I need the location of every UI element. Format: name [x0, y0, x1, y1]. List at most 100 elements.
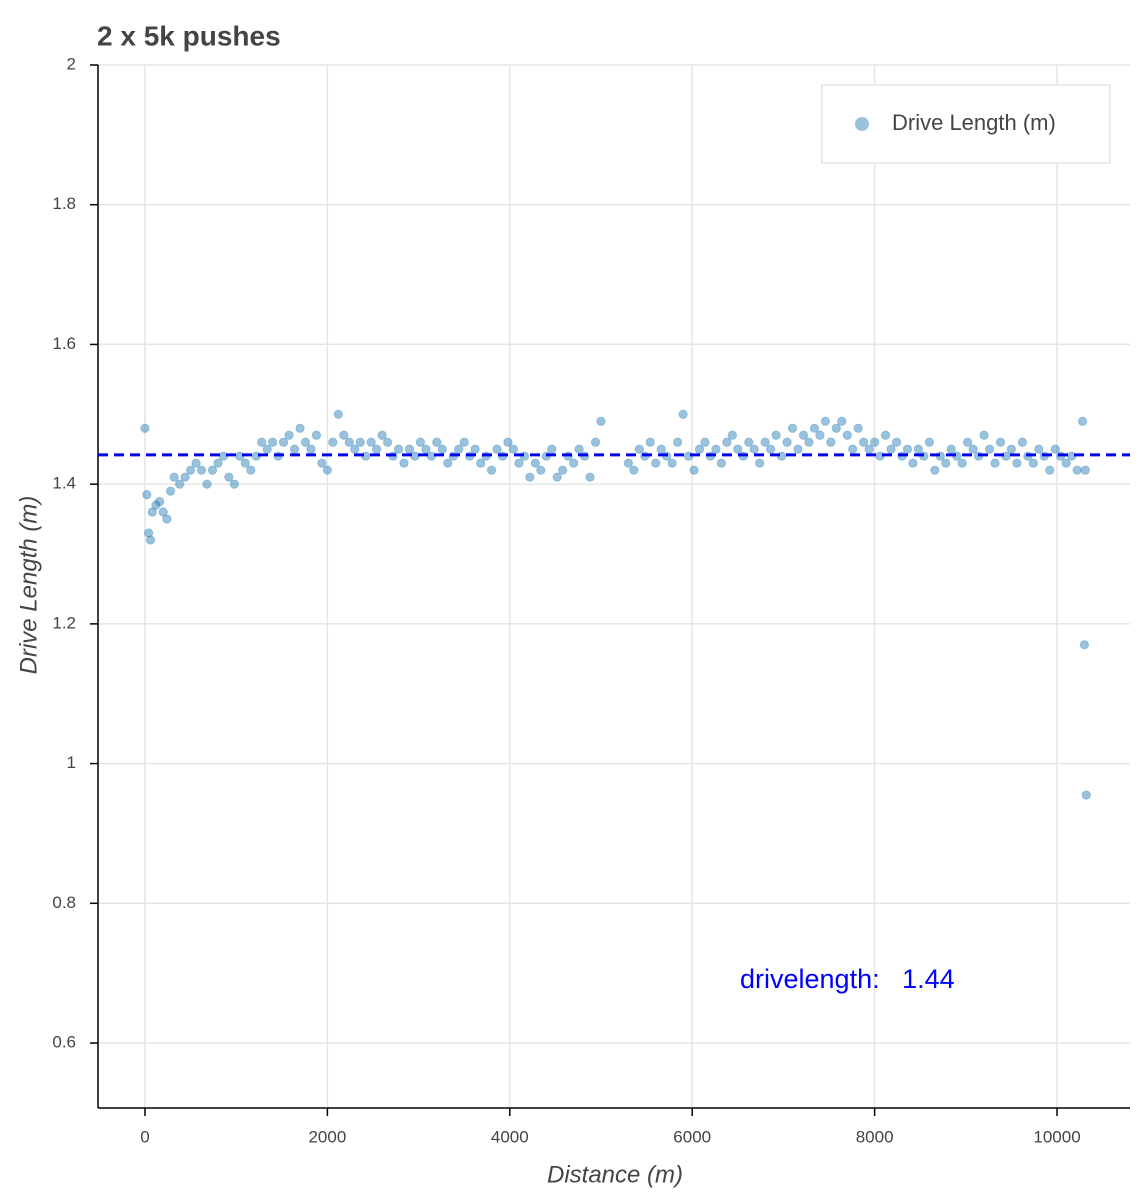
- point: [782, 437, 792, 447]
- point: [1006, 444, 1017, 454]
- point: [787, 423, 798, 433]
- point: [240, 458, 250, 468]
- point: [968, 444, 978, 454]
- point: [169, 472, 179, 482]
- y-tick-label: 1.4: [52, 474, 76, 493]
- point: [946, 444, 956, 454]
- point: [278, 437, 289, 447]
- point: [147, 507, 157, 517]
- point: [1077, 416, 1088, 426]
- point: [585, 472, 595, 482]
- point: [257, 437, 267, 447]
- point: [924, 437, 935, 447]
- point: [771, 430, 781, 440]
- point: [382, 437, 393, 447]
- point: [689, 465, 699, 475]
- point: [284, 430, 294, 440]
- point: [913, 444, 924, 454]
- point: [339, 430, 349, 440]
- point: [995, 437, 1006, 447]
- point: [475, 458, 486, 468]
- point: [1061, 458, 1071, 468]
- point: [645, 437, 655, 447]
- point: [196, 465, 207, 475]
- point: [295, 423, 305, 433]
- point: [322, 465, 333, 475]
- x-tick-label: 4000: [491, 1127, 529, 1146]
- point: [749, 444, 759, 454]
- point: [1028, 458, 1039, 468]
- point: [1034, 444, 1044, 454]
- point: [858, 437, 869, 447]
- point: [421, 444, 431, 454]
- point: [207, 465, 218, 475]
- point: [317, 458, 327, 468]
- point: [202, 479, 212, 489]
- chart-title: 2 x 5k pushes: [97, 20, 281, 51]
- y-tick-label: 1.6: [52, 334, 76, 353]
- point: [333, 409, 344, 419]
- point: [393, 444, 404, 454]
- point: [1081, 790, 1091, 800]
- point: [842, 430, 852, 440]
- point: [306, 444, 316, 454]
- point: [300, 437, 311, 447]
- point: [174, 479, 185, 489]
- point: [404, 444, 415, 454]
- point: [508, 444, 519, 454]
- point: [224, 472, 234, 482]
- point: [596, 416, 606, 426]
- point: [557, 465, 568, 475]
- point: [979, 430, 989, 440]
- point: [492, 444, 502, 454]
- point: [443, 458, 453, 468]
- point: [1050, 444, 1060, 454]
- point: [165, 486, 176, 496]
- point: [1079, 640, 1090, 650]
- point: [700, 437, 710, 447]
- point: [574, 444, 584, 454]
- x-axis-label: Distance (m): [547, 1161, 683, 1188]
- point: [853, 423, 863, 433]
- point: [1045, 465, 1055, 475]
- y-tick-label: 1.2: [52, 613, 76, 632]
- point: [547, 444, 557, 454]
- point: [145, 535, 156, 545]
- point: [634, 444, 645, 454]
- point: [366, 437, 376, 447]
- y-tick-label: 2: [67, 54, 76, 73]
- point: [886, 444, 896, 454]
- point: [744, 437, 754, 447]
- point: [722, 437, 732, 447]
- point: [311, 430, 322, 440]
- point: [459, 437, 469, 447]
- point: [629, 465, 639, 475]
- point: [908, 458, 918, 468]
- point: [957, 458, 967, 468]
- point: [140, 423, 150, 433]
- point: [552, 472, 562, 482]
- point: [765, 444, 776, 454]
- point: [191, 458, 201, 468]
- point: [162, 514, 172, 524]
- point: [694, 444, 705, 454]
- point: [727, 430, 738, 440]
- point: [486, 465, 497, 475]
- x-tick-label: 0: [140, 1127, 149, 1146]
- point: [568, 458, 579, 468]
- point: [962, 437, 973, 447]
- legend-label: Drive Length (m): [892, 110, 1056, 135]
- point: [350, 444, 360, 454]
- point: [344, 437, 354, 447]
- point: [454, 444, 464, 454]
- point: [399, 458, 409, 468]
- point: [793, 444, 803, 454]
- point: [880, 430, 891, 440]
- point: [623, 458, 634, 468]
- point: [930, 465, 940, 475]
- x-tick-label: 8000: [856, 1127, 894, 1146]
- point: [798, 430, 809, 440]
- point: [1080, 465, 1091, 475]
- y-tick-label: 0.6: [52, 1033, 76, 1052]
- point: [143, 528, 154, 538]
